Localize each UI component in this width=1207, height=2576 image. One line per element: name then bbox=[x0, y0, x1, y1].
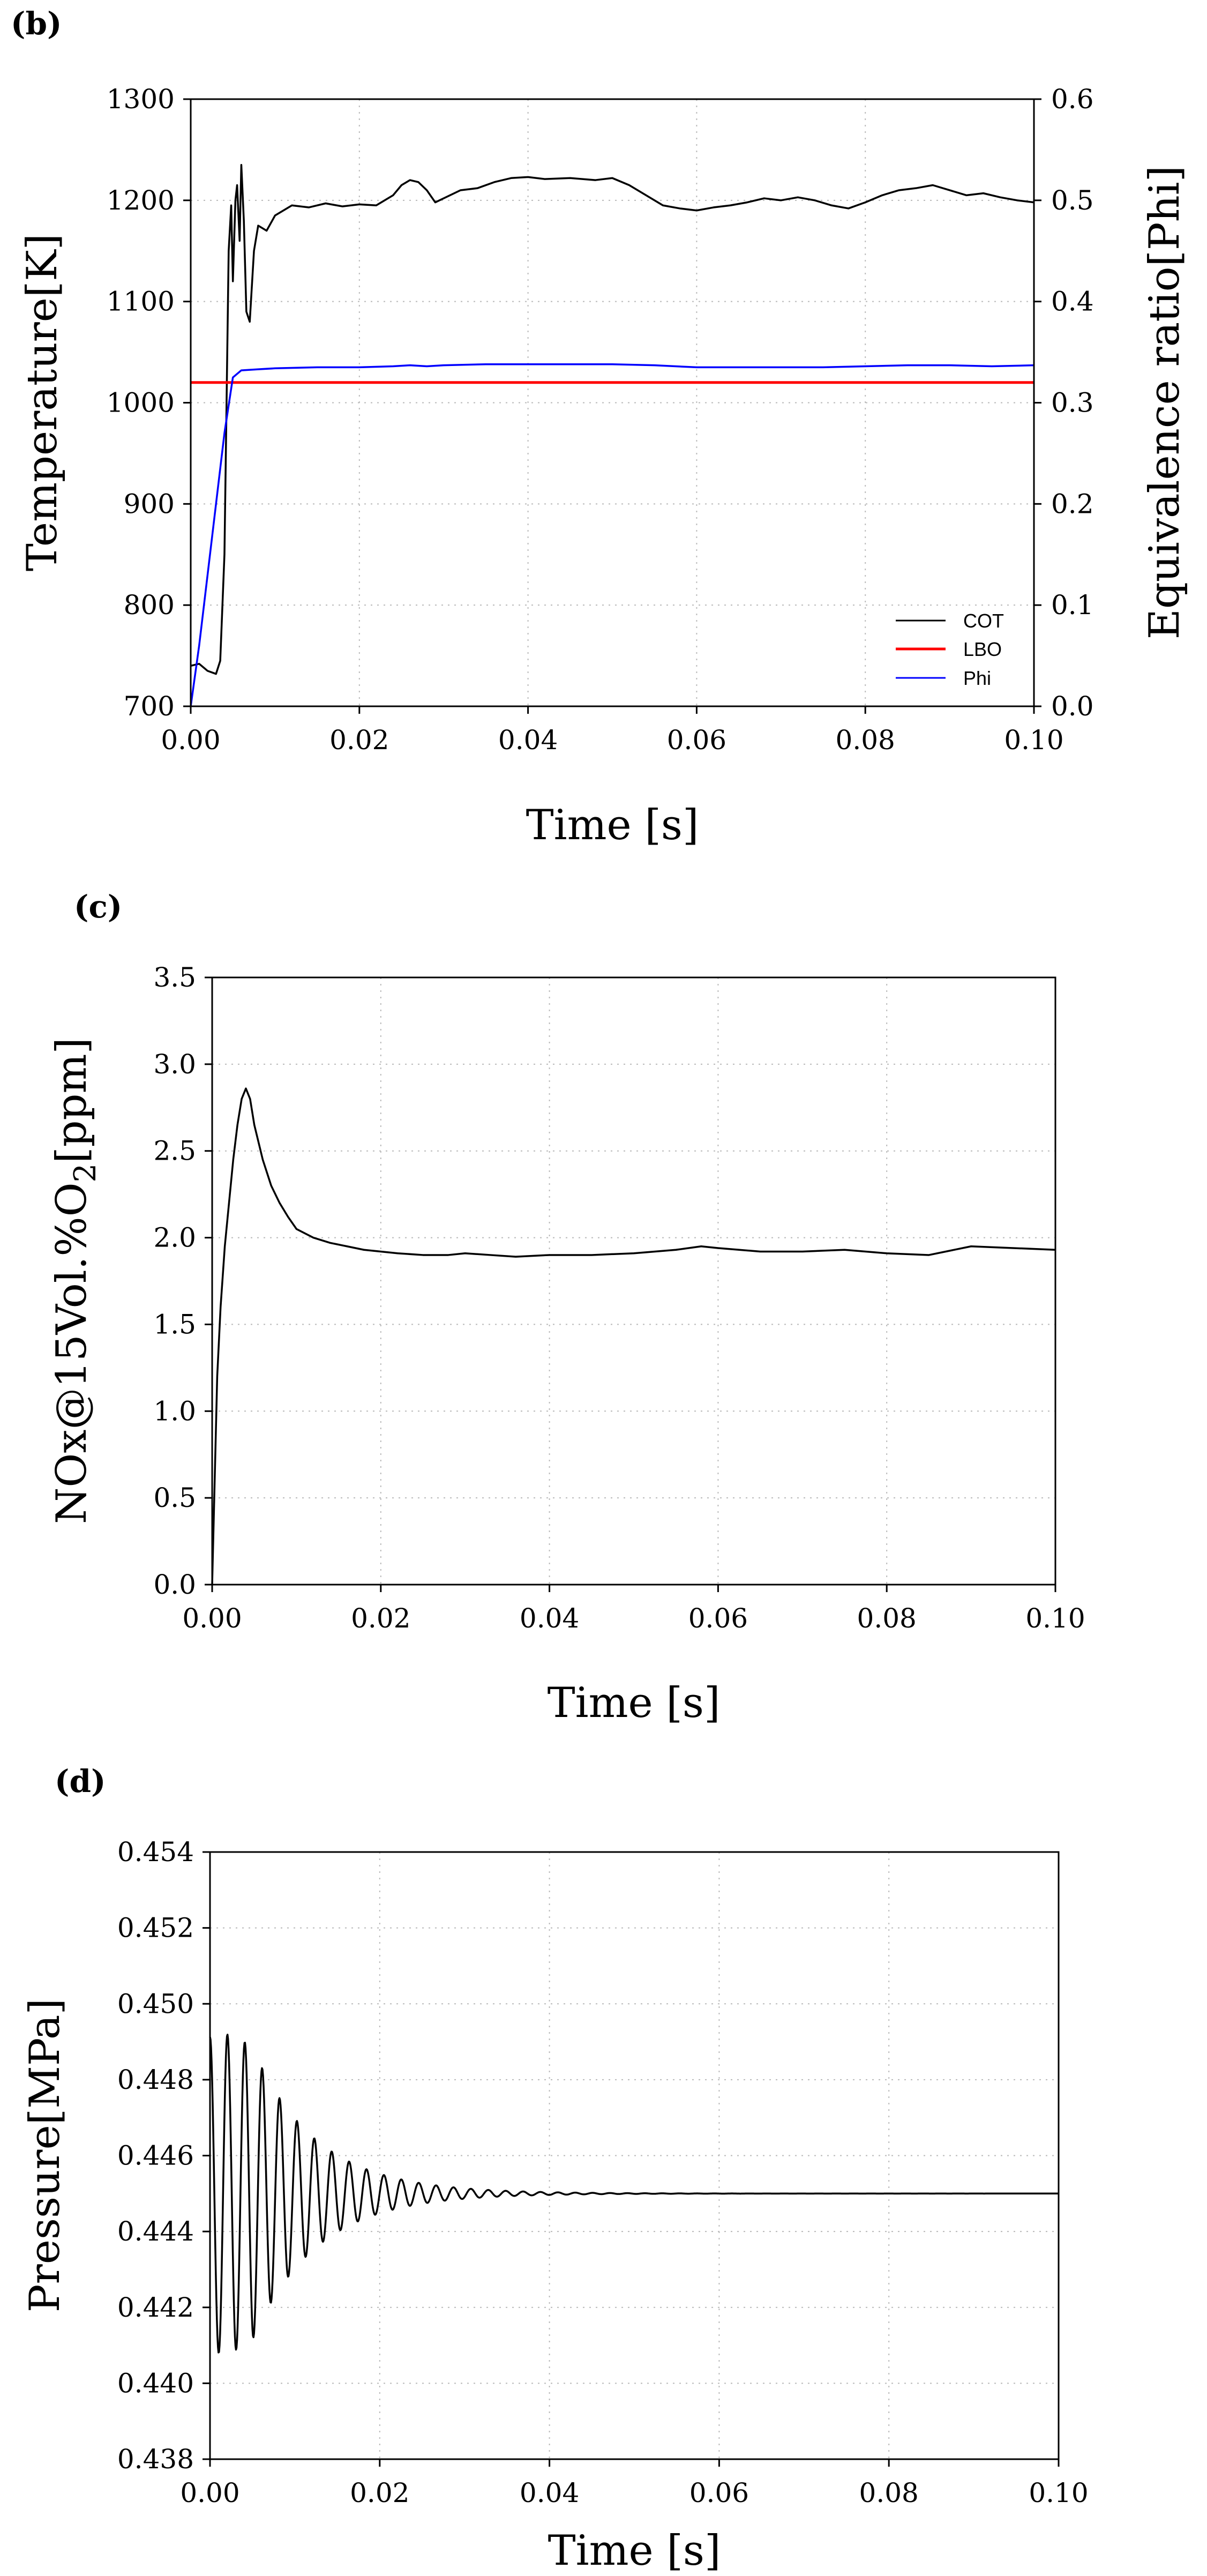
panel-b-ticks: 0.00 0.02 0.04 0.06 0.08 0.10 700 800 900 1000 110… bbox=[107, 84, 1094, 756]
panel-d-grid bbox=[210, 1852, 1059, 2459]
panel-c-y-axis-title-main: NOx@15Vol.%O bbox=[48, 1182, 96, 1524]
panel-b-series bbox=[190, 163, 1034, 707]
panel-c-y-tick-label: 0.5 bbox=[153, 1482, 196, 1513]
series-line-phi bbox=[190, 363, 1034, 707]
panel-d-ticks: 0.00 0.02 0.04 0.06 0.08 0.10 0.438 0.440 0.442 0… bbox=[117, 1836, 1089, 2508]
panel-d-y-tick-label: 0.444 bbox=[117, 2216, 194, 2247]
panel-c-x-tick-label: 0.00 bbox=[182, 1603, 242, 1634]
panel-b-y2-tick-label: 0.5 bbox=[1051, 185, 1094, 216]
panel-b-y2-tick-label: 0.4 bbox=[1051, 286, 1094, 317]
panel-c-y-tick-label: 2.0 bbox=[153, 1222, 196, 1253]
panel-c-y-tick-label: 3.5 bbox=[153, 962, 196, 993]
panel-b-x-tick-label: 0.04 bbox=[498, 725, 558, 756]
panel-c-y-axis-title: NOx@15Vol.%O2[ppm] bbox=[48, 1037, 103, 1524]
panel-d-y-tick-label: 0.454 bbox=[117, 1836, 194, 1868]
panel-d-x-tick-label: 0.04 bbox=[520, 2477, 579, 2508]
panel-b-y-tick-label: 1100 bbox=[107, 286, 175, 317]
series-line-cot bbox=[190, 163, 1034, 675]
panel-b-y2-tick-label: 0.6 bbox=[1051, 84, 1094, 115]
panel-c-y-axis-title-suffix: [ppm] bbox=[48, 1037, 96, 1163]
panel-b-plot-frame bbox=[190, 98, 1035, 707]
panel-b-y2-tick-label: 0.0 bbox=[1051, 691, 1094, 722]
panel-d-y-tick-label: 0.438 bbox=[117, 2444, 194, 2475]
panel-b-x-tick-label: 0.02 bbox=[329, 725, 389, 756]
panel-b-y2-axis-title: Equivalence ratio[Phi] bbox=[1141, 166, 1189, 639]
legend-cot-label: COT bbox=[963, 610, 1004, 632]
panel-c-x-tick-label: 0.02 bbox=[351, 1603, 410, 1634]
panel-c-y-tick-label: 3.0 bbox=[153, 1049, 196, 1080]
panel-c-plot-frame bbox=[211, 976, 1056, 1586]
panel-b-y2-tick-label: 0.2 bbox=[1051, 488, 1094, 519]
panel-c-ticks: 0.00 0.02 0.04 0.06 0.08 0.10 0.0 0.5 1.0 1.5 2.0 2… bbox=[153, 962, 1085, 1634]
panel-b: (b) 0.00 0.02 0.04 0.06 0.08 0.10 700 800 900 100… bbox=[11, 5, 1189, 849]
panel-b-y2-tick-label: 0.1 bbox=[1051, 589, 1094, 621]
panel-c-x-axis-title: Time [s] bbox=[548, 1679, 721, 1727]
panel-b-label: (b) bbox=[11, 5, 62, 42]
panel-d-y-tick-label: 0.446 bbox=[117, 2140, 194, 2171]
panel-c-y-tick-label: 1.5 bbox=[153, 1309, 196, 1340]
panel-d-y-tick-label: 0.448 bbox=[117, 2064, 194, 2095]
panel-b-y-tick-label: 700 bbox=[124, 691, 175, 722]
panel-d-y-tick-label: 0.442 bbox=[117, 2292, 194, 2323]
panel-b-x-tick-label: 0.00 bbox=[161, 725, 220, 756]
panel-c: (c) 0.00 0.02 0.04 0.06 0.08 0.10 0.0 0.5 1.0 1.5… bbox=[48, 888, 1085, 1727]
panel-d-x-tick-label: 0.10 bbox=[1029, 2477, 1088, 2508]
panel-b-x-axis-title: Time [s] bbox=[526, 801, 699, 849]
panel-c-label: (c) bbox=[74, 888, 122, 925]
panel-d-y-tick-label: 0.440 bbox=[117, 2368, 194, 2399]
panel-d-x-tick-label: 0.02 bbox=[350, 2477, 409, 2508]
panel-b-x-tick-label: 0.06 bbox=[667, 725, 726, 756]
panel-d-label: (d) bbox=[55, 1763, 106, 1800]
panel-b-x-tick-label: 0.10 bbox=[1004, 725, 1063, 756]
panel-b-y-tick-label: 1000 bbox=[107, 387, 175, 419]
panel-d-x-tick-label: 0.06 bbox=[689, 2477, 749, 2508]
series-line-pressure bbox=[209, 2034, 1059, 2354]
panel-d: (d) 0.00 0.02 0.04 0.06 0.08 0.100.4380.4400.… bbox=[21, 1763, 1089, 2575]
legend-phi-label: Phi bbox=[963, 667, 991, 689]
panel-c-y-tick-label: 1.0 bbox=[153, 1395, 196, 1427]
panel-b-y2-tick-label: 0.3 bbox=[1051, 387, 1094, 419]
panel-b-grid bbox=[191, 99, 1034, 706]
panel-d-series bbox=[209, 2034, 1059, 2354]
panel-c-x-tick-label: 0.10 bbox=[1025, 1603, 1085, 1634]
panel-c-y-axis-title-subscript: 2 bbox=[68, 1163, 103, 1183]
panel-c-series bbox=[211, 1087, 1056, 1585]
panel-d-y-tick-label: 0.452 bbox=[117, 1913, 194, 1944]
panel-b-legend: COT LBO Phi bbox=[896, 610, 1004, 689]
panel-d-x-tick-label: 0.08 bbox=[859, 2477, 919, 2508]
panel-b-y-axis-title: Temperature[K] bbox=[18, 234, 66, 571]
panel-b-x-tick-label: 0.08 bbox=[836, 725, 895, 756]
panel-d-x-tick-label: 0.00 bbox=[180, 2477, 239, 2508]
series-line-nox bbox=[211, 1087, 1056, 1585]
panel-b-y-tick-label: 800 bbox=[124, 589, 175, 621]
panel-d-y-axis-title: Pressure[MPa] bbox=[21, 1998, 69, 2312]
panel-c-x-tick-label: 0.04 bbox=[520, 1603, 579, 1634]
legend-lbo-label: LBO bbox=[963, 638, 1002, 660]
panel-d-x-axis-title: Time [s] bbox=[548, 2527, 721, 2575]
panel-d-y-tick-label: 0.450 bbox=[117, 1988, 194, 2019]
panel-c-y-tick-label: 2.5 bbox=[153, 1136, 196, 1167]
panel-c-x-tick-label: 0.08 bbox=[857, 1603, 917, 1634]
panel-c-y-tick-label: 0.0 bbox=[153, 1569, 196, 1600]
panel-b-y-tick-label: 1200 bbox=[107, 185, 175, 216]
panel-b-y-tick-label: 1300 bbox=[107, 84, 175, 115]
panel-c-x-tick-label: 0.06 bbox=[688, 1603, 748, 1634]
panel-b-y-tick-label: 900 bbox=[124, 488, 175, 519]
panel-c-grid bbox=[212, 977, 1055, 1585]
